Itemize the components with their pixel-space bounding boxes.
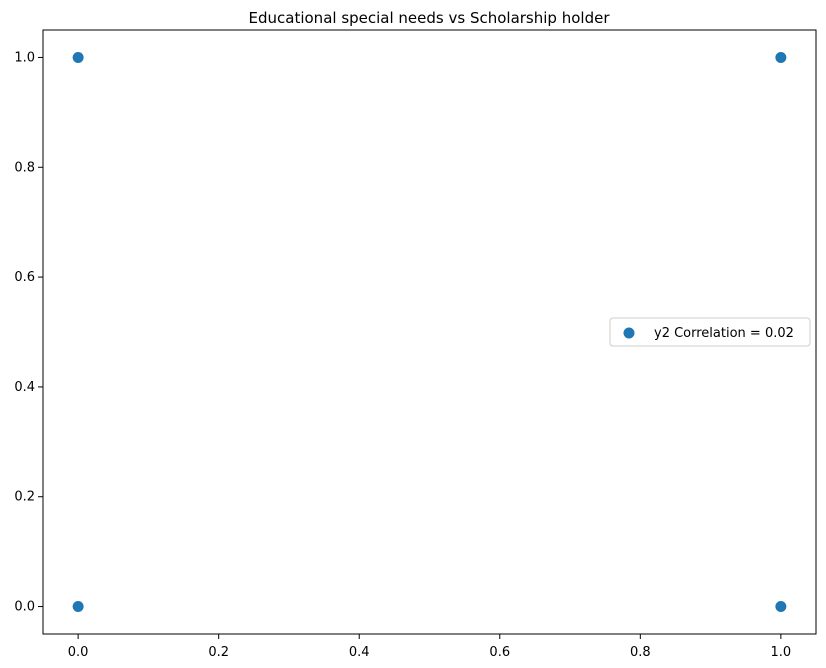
legend-box <box>609 317 811 347</box>
x-tick-label: 0.2 <box>208 645 229 660</box>
x-axis: 0.0 0.2 0.4 0.6 0.8 1.0 <box>68 634 791 660</box>
legend-marker <box>623 327 635 339</box>
legend-label: y2 Correlation = 0.02 <box>654 326 794 341</box>
x-tick-label: 0.0 <box>68 645 89 660</box>
y-tick-label: 0.8 <box>14 160 35 175</box>
y-tick-label: 0.6 <box>14 270 35 285</box>
data-point <box>775 51 787 63</box>
x-tick-label: 0.4 <box>349 645 370 660</box>
data-point <box>72 601 84 613</box>
data-point <box>72 51 84 63</box>
y-tick-label: 0.0 <box>14 600 35 615</box>
y-tick-label: 1.0 <box>14 50 35 65</box>
data-points <box>72 51 787 613</box>
x-tick-label: 0.8 <box>630 645 651 660</box>
y-axis: 0.0 0.2 0.4 0.6 0.8 1.0 <box>14 50 43 615</box>
plot-frame <box>42 29 817 635</box>
y-tick-label: 0.4 <box>14 380 35 395</box>
chart-title: Educational special needs vs Scholarship… <box>249 9 611 27</box>
data-point <box>775 601 787 613</box>
y-tick-label: 0.2 <box>14 490 35 505</box>
x-tick-label: 0.6 <box>489 645 510 660</box>
x-tick-label: 1.0 <box>771 645 792 660</box>
legend: y2 Correlation = 0.02 <box>609 317 811 347</box>
